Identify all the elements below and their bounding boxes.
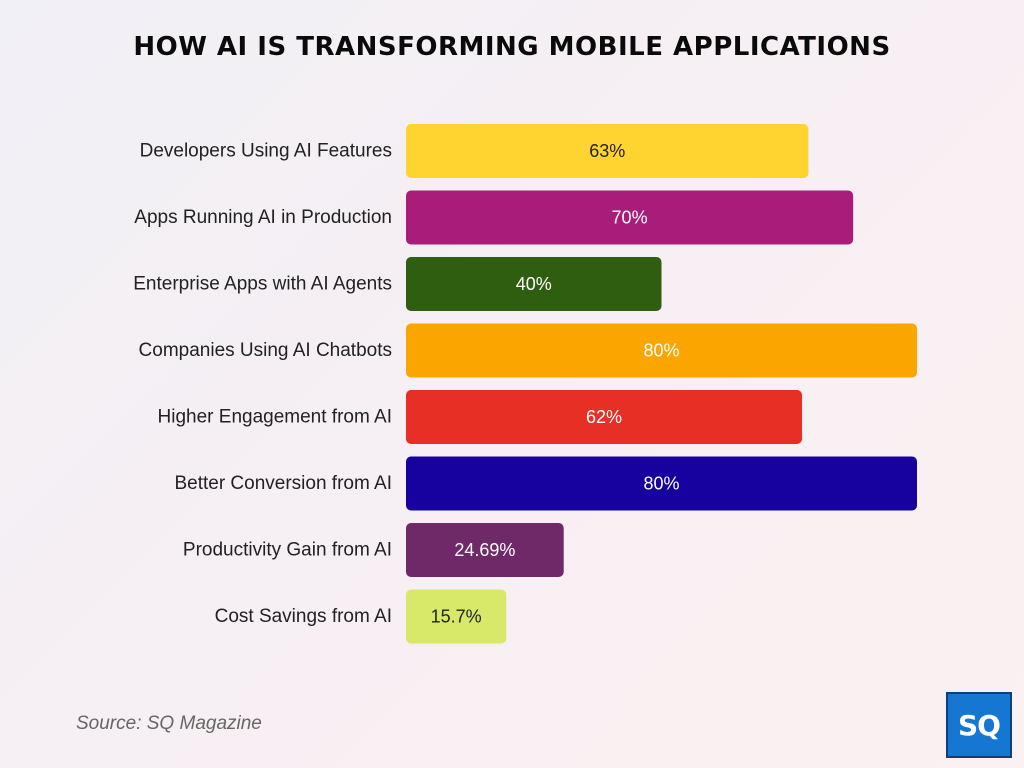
bar-cost-savings-from-ai — [406, 589, 507, 644]
bar-enterprise-apps-with-ai-agents — [406, 257, 662, 311]
value-label-companies-using-ai-chatbots: 80% — [643, 341, 679, 361]
value-label-better-conversion-from-ai: 80% — [643, 474, 679, 494]
category-label-developers-using-ai-features: Developers Using AI Features — [140, 141, 392, 162]
value-label-developers-using-ai-features: 63% — [589, 141, 625, 161]
chart-title: HOW AI IS TRANSFORMING MOBILE APPLICATIO… — [133, 32, 891, 62]
source-note: Source: SQ Magazine — [76, 713, 262, 734]
category-label-cost-savings-from-ai: Cost Savings from AI — [215, 606, 392, 627]
value-label-enterprise-apps-with-ai-agents: 40% — [516, 274, 552, 294]
bar-developers-using-ai-features — [406, 124, 809, 178]
category-label-productivity-gain-from-ai: Productivity Gain from AI — [183, 540, 392, 561]
category-label-companies-using-ai-chatbots: Companies Using AI Chatbots — [139, 340, 392, 361]
bar-better-conversion-from-ai — [406, 456, 917, 511]
bar-apps-running-ai-in-production — [406, 190, 854, 245]
value-label-apps-running-ai-in-production: 70% — [612, 208, 648, 228]
category-label-apps-running-ai-in-production: Apps Running AI in Production — [134, 207, 392, 228]
logo-text: SQ — [958, 708, 1001, 742]
sq-logo: SQ — [946, 692, 1012, 758]
value-label-higher-engagement-from-ai: 62% — [586, 407, 622, 427]
category-label-better-conversion-from-ai: Better Conversion from AI — [174, 473, 392, 494]
bar-companies-using-ai-chatbots — [406, 323, 917, 378]
bar-higher-engagement-from-ai — [406, 390, 803, 444]
bar-productivity-gain-from-ai — [406, 523, 564, 577]
category-label-higher-engagement-from-ai: Higher Engagement from AI — [158, 407, 392, 428]
category-label-enterprise-apps-with-ai-agents: Enterprise Apps with AI Agents — [133, 274, 392, 295]
value-label-cost-savings-from-ai: 15.7% — [431, 607, 482, 627]
value-label-productivity-gain-from-ai: 24.69% — [454, 540, 515, 560]
